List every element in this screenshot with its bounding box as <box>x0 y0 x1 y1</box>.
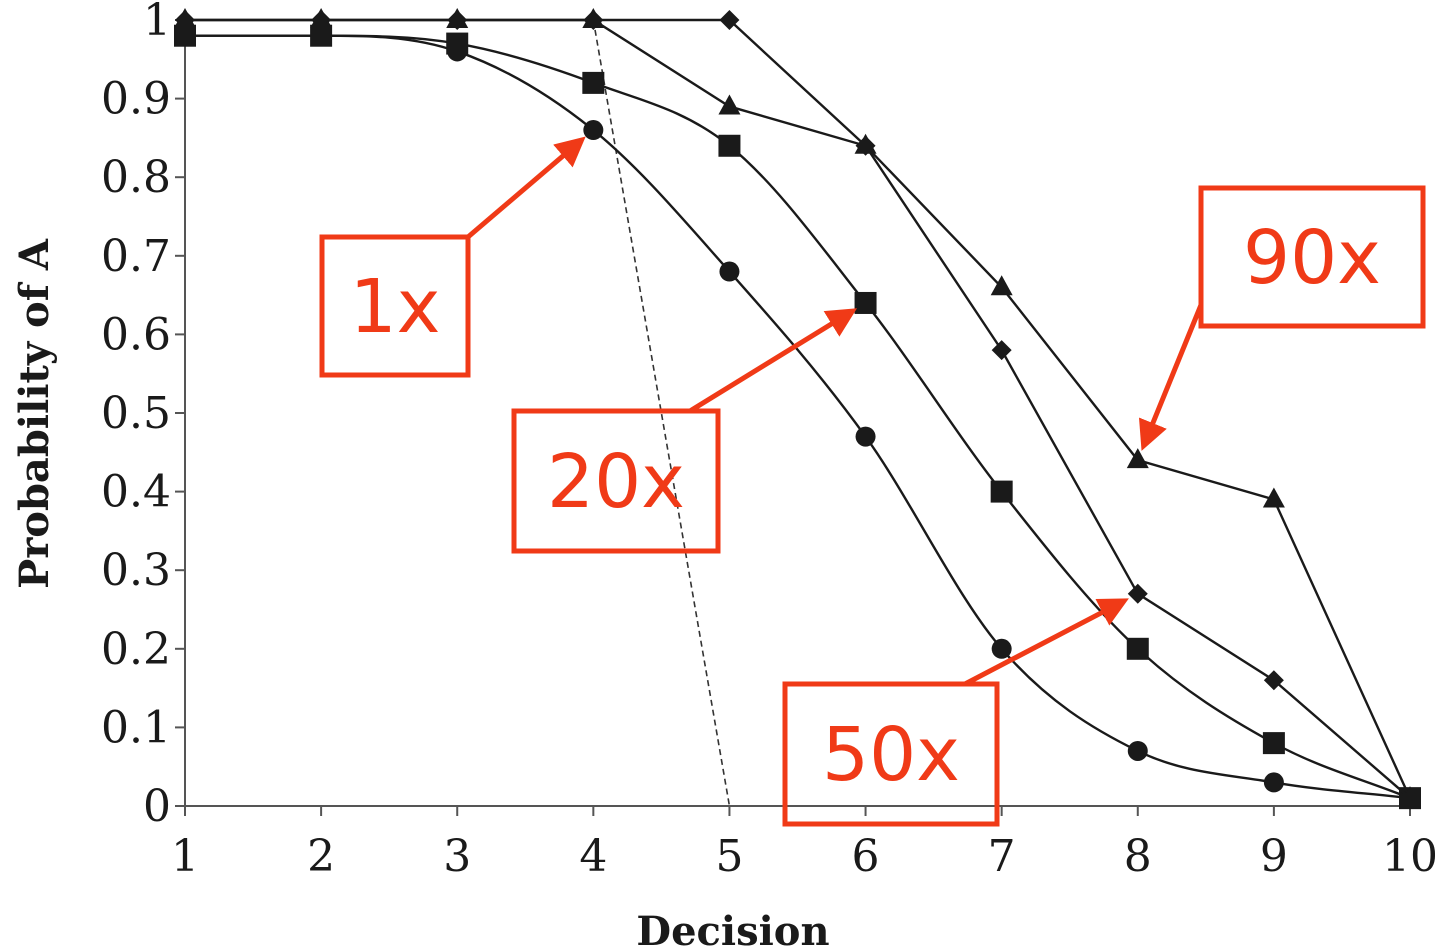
x-tick-label: 2 <box>307 831 335 882</box>
point-square <box>582 71 605 94</box>
point-triangle <box>582 8 605 28</box>
point-triangle <box>174 8 196 28</box>
callout-label: 20x <box>547 439 685 525</box>
point-circle <box>1263 772 1284 793</box>
point-circle <box>855 426 876 447</box>
point-circle <box>991 638 1012 659</box>
point-diamond <box>991 340 1012 361</box>
point-diamond <box>1127 583 1148 604</box>
callout-box <box>782 681 1000 827</box>
point-square <box>1126 637 1149 660</box>
series-group <box>174 8 1421 810</box>
point-triangle <box>310 8 333 28</box>
point-diamond <box>1263 670 1284 691</box>
x-tick-label: 8 <box>1124 831 1152 882</box>
point-triangle <box>718 94 741 115</box>
series-line-diamond <box>185 18 1411 800</box>
x-tick-label: 9 <box>1260 831 1288 882</box>
x-tick-label: 10 <box>1382 831 1435 882</box>
point-square <box>718 134 741 157</box>
callout-label: 90x <box>1243 215 1381 301</box>
series-line-triangle <box>185 18 1412 799</box>
point-triangle <box>1126 448 1149 469</box>
point-circle <box>719 261 740 282</box>
y-tick-label: 0.7 <box>101 231 171 282</box>
callouts: 1x 20x 50x 90x <box>319 136 1426 827</box>
y-tick-label: 0.4 <box>101 467 171 518</box>
point-square <box>990 480 1013 503</box>
y-tick-label: 0 <box>143 781 171 832</box>
y-tick-label: 0.3 <box>101 545 171 596</box>
y-tick-label: 0.8 <box>101 152 171 203</box>
callout-box <box>319 234 471 378</box>
callout-box <box>511 408 721 554</box>
y-tick-label: 0.9 <box>101 74 171 125</box>
series-line-square <box>185 34 1411 800</box>
y-tick-label: 0.2 <box>101 624 171 675</box>
x-tick-label: 3 <box>443 831 471 882</box>
y-tick-label: 0.5 <box>101 388 171 439</box>
point-circle <box>1127 740 1148 761</box>
x-tick-label: 4 <box>579 831 607 882</box>
callout-arrow <box>1138 304 1204 451</box>
y-tick-label: 0.6 <box>101 309 171 360</box>
y-tick-label: 1 <box>143 0 171 46</box>
point-triangle <box>854 133 877 154</box>
callout-arrow <box>466 136 586 239</box>
point-square <box>1262 732 1285 755</box>
callout-label: 1x <box>350 264 441 350</box>
point-square <box>174 24 196 47</box>
y-tick-label: 0.1 <box>101 702 171 753</box>
x-tick-label: 5 <box>715 831 743 882</box>
point-square <box>310 24 333 47</box>
callout-box <box>1198 185 1426 329</box>
point-triangle <box>1262 487 1285 508</box>
point-triangle <box>1399 786 1421 807</box>
point-square <box>446 32 469 55</box>
point-triangle <box>446 8 469 28</box>
point-diamond <box>719 10 740 30</box>
x-tick-label: 1 <box>171 831 199 882</box>
tick-labels: 1 2 3 4 5 6 7 8 9 10 0 0.1 0.2 0.3 0.4 0.5 0.6 0.7 0.8 0.9 1 <box>101 0 1435 882</box>
callout-arrow <box>963 598 1129 687</box>
x-tick-label: 7 <box>988 831 1016 882</box>
x-tick-label: 6 <box>852 831 880 882</box>
x-axis-title: Decision <box>636 908 829 951</box>
point-triangle <box>990 275 1013 296</box>
point-circle <box>583 120 604 141</box>
callout-label: 50x <box>822 712 960 798</box>
point-square <box>854 291 877 314</box>
y-axis-title: Probability of A <box>11 238 58 589</box>
series-line-circle <box>185 34 1411 800</box>
callout-arrow <box>688 308 858 414</box>
axes <box>175 19 1411 816</box>
